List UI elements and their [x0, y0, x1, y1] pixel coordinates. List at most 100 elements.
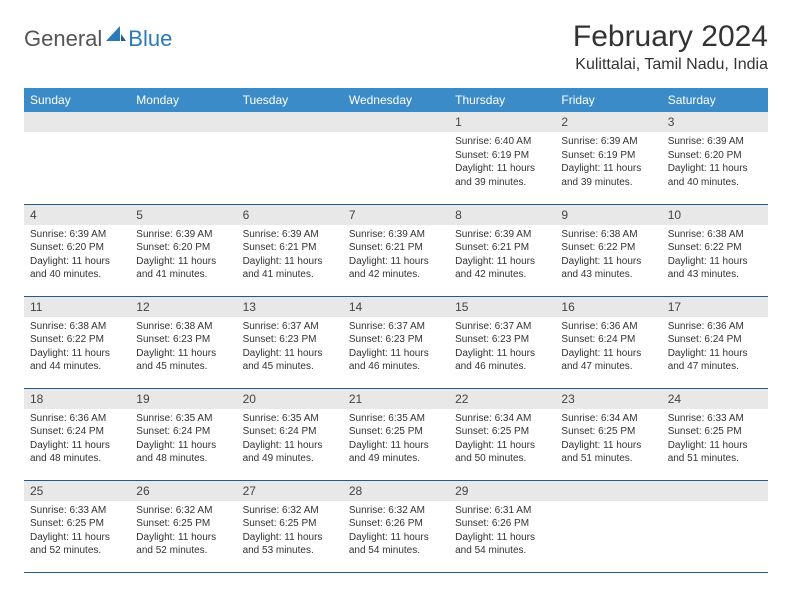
day-number: 27 — [237, 481, 343, 501]
sunset-text: Sunset: 6:25 PM — [136, 517, 230, 531]
day-details: Sunrise: 6:35 AMSunset: 6:24 PMDaylight:… — [237, 409, 343, 470]
day-number: 12 — [130, 297, 236, 317]
weekday-header: Thursday — [449, 88, 555, 112]
day-details: Sunrise: 6:34 AMSunset: 6:25 PMDaylight:… — [555, 409, 661, 470]
daylight-text: Daylight: 11 hours and 39 minutes. — [561, 162, 655, 189]
day-number: 9 — [555, 205, 661, 225]
daylight-text: Daylight: 11 hours and 40 minutes. — [668, 162, 762, 189]
daylight-text: Daylight: 11 hours and 46 minutes. — [455, 347, 549, 374]
sunrise-text: Sunrise: 6:38 AM — [136, 320, 230, 334]
calendar-day-cell: 1Sunrise: 6:40 AMSunset: 6:19 PMDaylight… — [449, 112, 555, 204]
sunrise-text: Sunrise: 6:32 AM — [243, 504, 337, 518]
sunrise-text: Sunrise: 6:36 AM — [30, 412, 124, 426]
sunset-text: Sunset: 6:25 PM — [668, 425, 762, 439]
logo-sail-icon — [106, 26, 126, 49]
day-number: 22 — [449, 389, 555, 409]
sunrise-text: Sunrise: 6:39 AM — [561, 135, 655, 149]
daylight-text: Daylight: 11 hours and 42 minutes. — [349, 255, 443, 282]
daylight-text: Daylight: 11 hours and 47 minutes. — [561, 347, 655, 374]
day-number: 23 — [555, 389, 661, 409]
daylight-text: Daylight: 11 hours and 49 minutes. — [243, 439, 337, 466]
day-number: 20 — [237, 389, 343, 409]
calendar-day-cell: 29Sunrise: 6:31 AMSunset: 6:26 PMDayligh… — [449, 480, 555, 572]
calendar-day-cell: 8Sunrise: 6:39 AMSunset: 6:21 PMDaylight… — [449, 204, 555, 296]
day-details: Sunrise: 6:37 AMSunset: 6:23 PMDaylight:… — [449, 317, 555, 378]
sunrise-text: Sunrise: 6:33 AM — [30, 504, 124, 518]
day-number: 16 — [555, 297, 661, 317]
sunset-text: Sunset: 6:25 PM — [243, 517, 337, 531]
calendar-day-cell: 27Sunrise: 6:32 AMSunset: 6:25 PMDayligh… — [237, 480, 343, 572]
daylight-text: Daylight: 11 hours and 49 minutes. — [349, 439, 443, 466]
day-details: Sunrise: 6:32 AMSunset: 6:26 PMDaylight:… — [343, 501, 449, 562]
month-title: February 2024 — [573, 20, 768, 54]
weekday-header: Monday — [130, 88, 236, 112]
logo-text-general: General — [24, 26, 102, 52]
calendar-day-cell: 24Sunrise: 6:33 AMSunset: 6:25 PMDayligh… — [662, 388, 768, 480]
day-details: Sunrise: 6:33 AMSunset: 6:25 PMDaylight:… — [662, 409, 768, 470]
day-number: 28 — [343, 481, 449, 501]
sunset-text: Sunset: 6:20 PM — [30, 241, 124, 255]
day-details: Sunrise: 6:38 AMSunset: 6:22 PMDaylight:… — [662, 225, 768, 286]
day-details: Sunrise: 6:34 AMSunset: 6:25 PMDaylight:… — [449, 409, 555, 470]
sunrise-text: Sunrise: 6:35 AM — [243, 412, 337, 426]
day-details: Sunrise: 6:37 AMSunset: 6:23 PMDaylight:… — [343, 317, 449, 378]
calendar-day-cell — [662, 480, 768, 572]
day-number — [343, 112, 449, 132]
day-number: 26 — [130, 481, 236, 501]
daylight-text: Daylight: 11 hours and 52 minutes. — [136, 531, 230, 558]
day-details: Sunrise: 6:39 AMSunset: 6:19 PMDaylight:… — [555, 132, 661, 193]
calendar-day-cell — [555, 480, 661, 572]
sunrise-text: Sunrise: 6:32 AM — [349, 504, 443, 518]
day-number: 29 — [449, 481, 555, 501]
daylight-text: Daylight: 11 hours and 48 minutes. — [30, 439, 124, 466]
day-number — [237, 112, 343, 132]
sunrise-text: Sunrise: 6:39 AM — [455, 228, 549, 242]
calendar-day-cell: 15Sunrise: 6:37 AMSunset: 6:23 PMDayligh… — [449, 296, 555, 388]
location: Kulittalai, Tamil Nadu, India — [573, 56, 768, 74]
calendar-day-cell: 26Sunrise: 6:32 AMSunset: 6:25 PMDayligh… — [130, 480, 236, 572]
sunrise-text: Sunrise: 6:39 AM — [349, 228, 443, 242]
day-number: 14 — [343, 297, 449, 317]
day-number: 11 — [24, 297, 130, 317]
day-number: 4 — [24, 205, 130, 225]
calendar-day-cell: 5Sunrise: 6:39 AMSunset: 6:20 PMDaylight… — [130, 204, 236, 296]
calendar-day-cell: 18Sunrise: 6:36 AMSunset: 6:24 PMDayligh… — [24, 388, 130, 480]
day-number: 6 — [237, 205, 343, 225]
sunset-text: Sunset: 6:25 PM — [30, 517, 124, 531]
day-number: 21 — [343, 389, 449, 409]
day-details: Sunrise: 6:35 AMSunset: 6:24 PMDaylight:… — [130, 409, 236, 470]
day-details: Sunrise: 6:33 AMSunset: 6:25 PMDaylight:… — [24, 501, 130, 562]
day-number: 15 — [449, 297, 555, 317]
calendar-day-cell: 4Sunrise: 6:39 AMSunset: 6:20 PMDaylight… — [24, 204, 130, 296]
calendar-day-cell: 9Sunrise: 6:38 AMSunset: 6:22 PMDaylight… — [555, 204, 661, 296]
sunrise-text: Sunrise: 6:37 AM — [349, 320, 443, 334]
sunset-text: Sunset: 6:21 PM — [243, 241, 337, 255]
calendar-day-cell: 12Sunrise: 6:38 AMSunset: 6:23 PMDayligh… — [130, 296, 236, 388]
daylight-text: Daylight: 11 hours and 51 minutes. — [561, 439, 655, 466]
weekday-header: Tuesday — [237, 88, 343, 112]
daylight-text: Daylight: 11 hours and 41 minutes. — [136, 255, 230, 282]
day-details: Sunrise: 6:38 AMSunset: 6:23 PMDaylight:… — [130, 317, 236, 378]
sunset-text: Sunset: 6:24 PM — [30, 425, 124, 439]
day-number — [555, 481, 661, 501]
day-number: 25 — [24, 481, 130, 501]
daylight-text: Daylight: 11 hours and 41 minutes. — [243, 255, 337, 282]
calendar-week-row: 25Sunrise: 6:33 AMSunset: 6:25 PMDayligh… — [24, 480, 768, 572]
sunset-text: Sunset: 6:21 PM — [349, 241, 443, 255]
sunset-text: Sunset: 6:23 PM — [349, 333, 443, 347]
sunrise-text: Sunrise: 6:40 AM — [455, 135, 549, 149]
sunset-text: Sunset: 6:26 PM — [455, 517, 549, 531]
calendar-day-cell — [24, 112, 130, 204]
calendar-day-cell: 14Sunrise: 6:37 AMSunset: 6:23 PMDayligh… — [343, 296, 449, 388]
calendar-day-cell: 28Sunrise: 6:32 AMSunset: 6:26 PMDayligh… — [343, 480, 449, 572]
daylight-text: Daylight: 11 hours and 45 minutes. — [136, 347, 230, 374]
sunrise-text: Sunrise: 6:36 AM — [668, 320, 762, 334]
logo: General Blue — [24, 26, 172, 52]
weekday-header: Sunday — [24, 88, 130, 112]
calendar-day-cell: 25Sunrise: 6:33 AMSunset: 6:25 PMDayligh… — [24, 480, 130, 572]
day-number: 24 — [662, 389, 768, 409]
daylight-text: Daylight: 11 hours and 50 minutes. — [455, 439, 549, 466]
daylight-text: Daylight: 11 hours and 52 minutes. — [30, 531, 124, 558]
sunset-text: Sunset: 6:24 PM — [668, 333, 762, 347]
sunrise-text: Sunrise: 6:38 AM — [668, 228, 762, 242]
